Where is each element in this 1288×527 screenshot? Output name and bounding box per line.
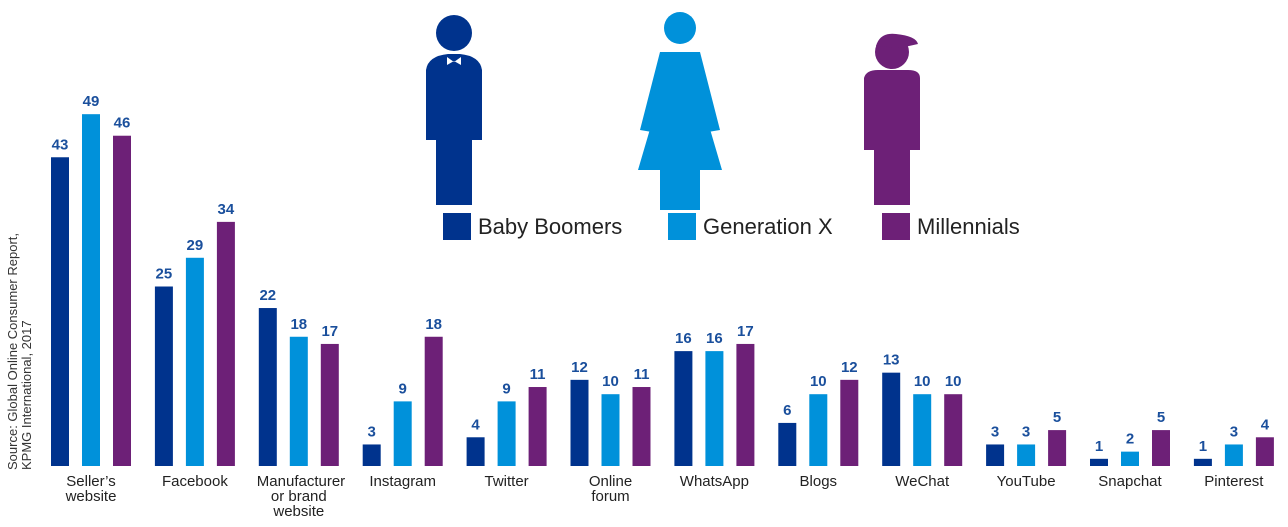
bar: [185, 257, 204, 466]
bar: [809, 394, 828, 466]
value-label: 11: [530, 366, 546, 383]
value-label: 16: [675, 330, 692, 347]
legend-swatch: [882, 213, 910, 240]
value-label: 22: [259, 287, 276, 304]
bar: [289, 336, 308, 466]
value-label: 3: [1230, 423, 1238, 440]
x-tick-label: Blogs: [799, 473, 838, 490]
bar: [1048, 430, 1067, 466]
bar: [1121, 451, 1139, 466]
millennial-icon: [864, 33, 920, 205]
bar: [466, 437, 485, 466]
bar: [882, 372, 901, 466]
x-tick-label: Twitter: [484, 473, 529, 490]
bar: [944, 394, 963, 466]
bar: [705, 351, 724, 466]
bar: [393, 401, 412, 466]
value-label: 2: [1126, 431, 1134, 448]
value-label: 11: [634, 366, 650, 383]
value-label: 12: [841, 359, 858, 376]
value-label: 34: [218, 201, 235, 218]
bar: [51, 157, 69, 466]
value-label: 10: [810, 373, 827, 390]
bar: [258, 308, 277, 466]
x-tick-label: Facebook: [161, 473, 228, 490]
bar: [570, 379, 589, 466]
boomer-icon: [426, 15, 482, 205]
bar: [82, 114, 100, 467]
value-label: 43: [52, 136, 69, 153]
bar: [497, 401, 516, 466]
value-label: 18: [290, 316, 307, 333]
bar: [736, 343, 755, 466]
value-label: 46: [114, 115, 131, 132]
bar: [674, 351, 693, 466]
value-label: 5: [1157, 409, 1165, 426]
bar: [424, 336, 443, 466]
value-label: 4: [1261, 416, 1270, 433]
value-label: 13: [883, 352, 900, 369]
bar: [986, 444, 1005, 466]
value-label: 3: [1022, 423, 1030, 440]
value-label: 17: [321, 323, 338, 340]
legend-label: Millennials: [917, 214, 1020, 239]
source-note: Source: Global Online Consumer Report, K…: [5, 232, 34, 470]
value-label: 4: [471, 416, 480, 433]
x-tick-label: Seller’s website: [65, 473, 117, 505]
legend-swatch: [668, 213, 696, 240]
bar: [1017, 444, 1036, 466]
legend-label: Baby Boomers: [478, 214, 622, 239]
bar: [320, 343, 339, 466]
bar: [913, 394, 932, 466]
value-label: 12: [571, 359, 588, 376]
x-tick-label: WeChat: [895, 473, 950, 490]
value-label: 29: [187, 237, 204, 254]
legend-swatch: [443, 213, 471, 240]
x-tick-label: YouTube: [996, 473, 1056, 490]
x-tick-label: Pinterest: [1204, 473, 1264, 490]
bar: [1090, 458, 1108, 466]
value-label: 1: [1199, 438, 1207, 455]
value-label: 5: [1053, 409, 1061, 426]
value-label: 6: [783, 402, 791, 419]
value-label: 10: [914, 373, 931, 390]
bar: [632, 387, 651, 466]
bar: [528, 387, 547, 466]
x-tick-label: Snapchat: [1098, 473, 1162, 490]
bar: [1255, 437, 1274, 466]
value-label: 9: [502, 380, 510, 397]
bar: [113, 135, 131, 466]
value-label: 9: [399, 380, 407, 397]
value-label: 10: [602, 373, 619, 390]
legend-label: Generation X: [703, 214, 833, 239]
genx-icon: [638, 12, 722, 210]
bar: [840, 379, 859, 466]
bar: [216, 221, 235, 466]
bar: [362, 444, 381, 466]
value-label: 18: [425, 316, 442, 333]
bar: [778, 422, 797, 466]
value-label: 25: [156, 266, 173, 283]
bar: [1224, 444, 1243, 466]
value-label: 17: [737, 323, 754, 340]
bar: [1152, 430, 1170, 466]
x-tick-label: Instagram: [369, 473, 437, 490]
bar: [154, 286, 173, 466]
value-label: 1: [1095, 438, 1103, 455]
bar: [601, 394, 620, 466]
x-tick-label: Manufacturer or brand website: [256, 473, 346, 520]
value-label: 3: [368, 423, 376, 440]
x-tick-label: WhatsApp: [679, 473, 749, 490]
value-label: 16: [706, 330, 723, 347]
value-label: 49: [83, 93, 100, 110]
bar: [1193, 458, 1212, 466]
value-label: 10: [945, 373, 962, 390]
value-label: 3: [991, 423, 999, 440]
x-tick-label: Online forum: [588, 473, 633, 505]
